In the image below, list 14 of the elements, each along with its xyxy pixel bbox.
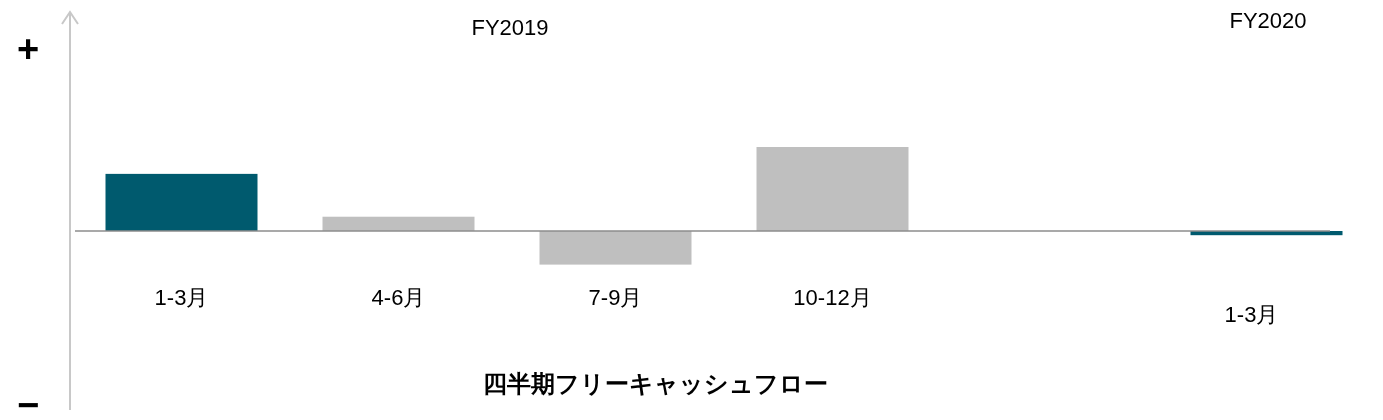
x-tick-label: 10-12月 [793, 285, 872, 310]
x-axis-title: 四半期フリーキャッシュフロー [482, 370, 828, 397]
text: FY2019 [471, 15, 549, 40]
x-tick-label: 1-3月 [154, 285, 209, 310]
text: − [16, 384, 40, 420]
text: + [16, 28, 40, 70]
bar [539, 231, 692, 265]
bar [105, 173, 258, 231]
bar [322, 216, 475, 231]
text: FY2020 [1229, 8, 1307, 33]
x-tick-label: 4-6月 [371, 285, 426, 310]
x-tick-label: 7-9月 [588, 285, 643, 310]
x-tick-label: 1-3月 [1224, 302, 1279, 327]
bar [756, 147, 909, 231]
